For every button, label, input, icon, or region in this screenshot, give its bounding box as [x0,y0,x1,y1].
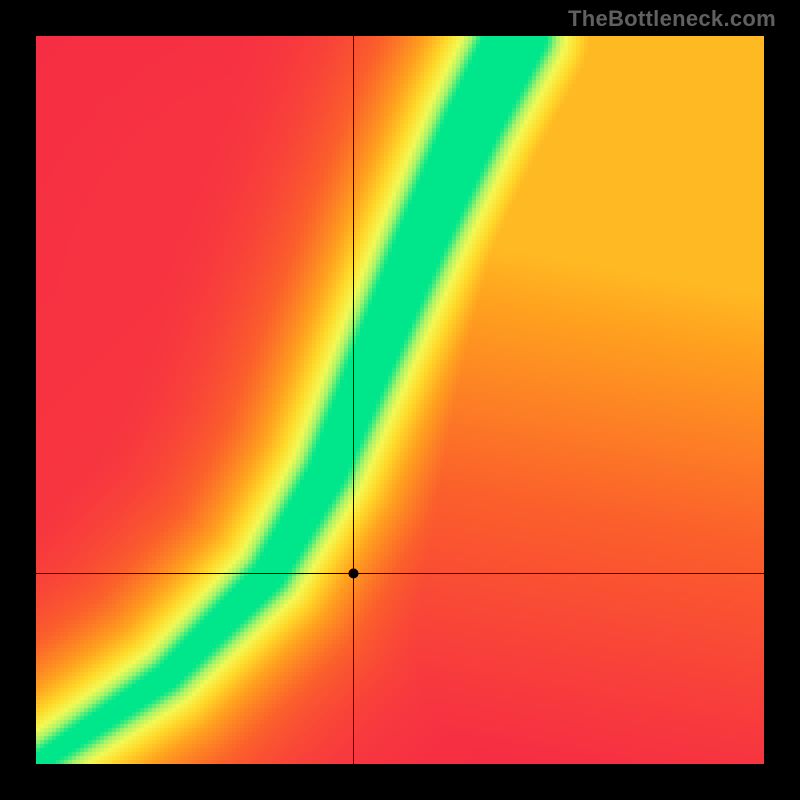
watermark-text: TheBottleneck.com [568,6,776,32]
heatmap-plot [36,36,764,764]
chart-container: TheBottleneck.com [0,0,800,800]
crosshair-overlay [36,36,764,764]
